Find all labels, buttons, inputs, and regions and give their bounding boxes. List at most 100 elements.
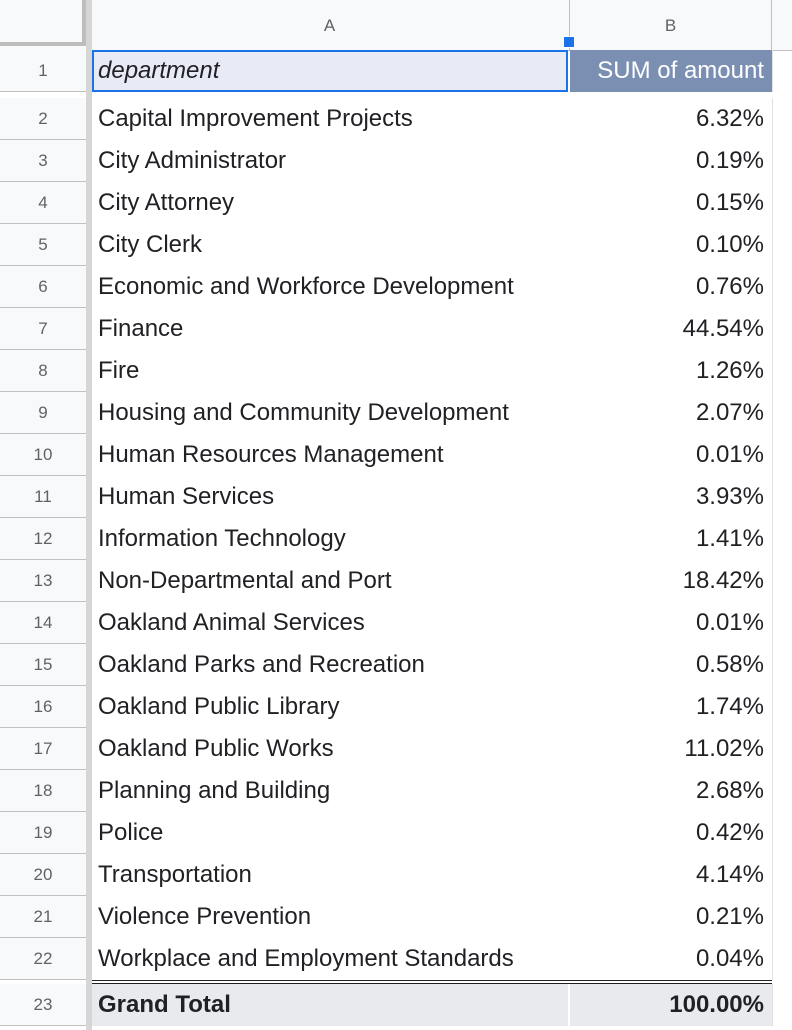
amount-cell[interactable]: 18.42% xyxy=(682,567,764,594)
cell-c[interactable] xyxy=(772,224,792,266)
column-header-c[interactable] xyxy=(772,0,792,50)
row-number[interactable]: 8 xyxy=(0,350,86,392)
row-number[interactable]: 2 xyxy=(0,98,86,140)
amount-cell[interactable]: 0.01% xyxy=(695,609,764,636)
department-cell[interactable]: Violence Prevention xyxy=(98,903,312,930)
cell-a1-selected[interactable]: department xyxy=(92,50,568,92)
row-number[interactable]: 12 xyxy=(0,518,86,560)
amount-cell[interactable]: 0.21% xyxy=(695,903,764,930)
table-row: 20 Transportation 4.14% xyxy=(0,854,792,896)
department-cell[interactable]: Human Services xyxy=(98,483,275,510)
row-number[interactable]: 5 xyxy=(0,224,86,266)
amount-cell[interactable]: 4.14% xyxy=(695,861,764,888)
amount-cell[interactable]: 3.93% xyxy=(695,483,764,510)
row-number[interactable]: 21 xyxy=(0,896,86,938)
row-number[interactable]: 11 xyxy=(0,476,86,518)
cell-c[interactable] xyxy=(772,644,792,686)
cell-c[interactable] xyxy=(772,686,792,728)
amount-cell[interactable]: 0.58% xyxy=(695,651,764,678)
department-cell[interactable]: City Attorney xyxy=(98,189,235,216)
row-number[interactable]: 23 xyxy=(0,984,86,1026)
amount-cell[interactable]: 11.02% xyxy=(684,735,764,762)
department-cell[interactable]: Oakland Animal Services xyxy=(98,609,365,636)
amount-cell[interactable]: 0.15% xyxy=(695,189,764,216)
department-cell[interactable]: Oakland Parks and Recreation xyxy=(98,651,425,678)
department-cell[interactable]: Transportation xyxy=(98,861,252,888)
department-cell[interactable]: Planning and Building xyxy=(98,777,331,804)
row-number[interactable]: 19 xyxy=(0,812,86,854)
department-cell[interactable]: Fire xyxy=(98,357,140,384)
amount-cell[interactable]: 1.41% xyxy=(695,525,764,552)
cell-c[interactable] xyxy=(772,812,792,854)
cell-c[interactable] xyxy=(772,728,792,770)
amount-cell[interactable]: 0.04% xyxy=(695,945,764,972)
column-header-a[interactable]: A xyxy=(90,0,570,50)
cell-c[interactable] xyxy=(772,266,792,308)
amount-cell[interactable]: 0.10% xyxy=(695,231,764,258)
row-number[interactable]: 7 xyxy=(0,308,86,350)
row-number[interactable]: 13 xyxy=(0,560,86,602)
row-number[interactable]: 15 xyxy=(0,644,86,686)
department-cell[interactable]: Capital Improvement Projects xyxy=(98,105,413,132)
cell-c[interactable] xyxy=(772,182,792,224)
grand-total-label[interactable]: Grand Total xyxy=(92,984,568,1026)
cell-c[interactable] xyxy=(772,518,792,560)
department-cell[interactable]: Non-Departmental and Port xyxy=(98,567,392,594)
row-number[interactable]: 18 xyxy=(0,770,86,812)
amount-cell[interactable]: 0.76% xyxy=(695,273,764,300)
cell-c[interactable] xyxy=(772,308,792,350)
cell-c[interactable] xyxy=(772,98,792,140)
cell-c[interactable] xyxy=(772,140,792,182)
row-number[interactable]: 20 xyxy=(0,854,86,896)
amount-cell[interactable]: 6.32% xyxy=(695,105,764,132)
department-cell[interactable]: Oakland Public Library xyxy=(98,693,340,720)
row-number[interactable]: 22 xyxy=(0,938,86,980)
department-cell[interactable]: Housing and Community Development xyxy=(98,399,509,426)
amount-cell[interactable]: 2.07% xyxy=(695,399,764,426)
amount-cell[interactable]: 1.26% xyxy=(695,357,764,384)
department-cell[interactable]: Oakland Public Works xyxy=(98,735,334,762)
cell-c[interactable] xyxy=(772,984,792,1026)
cell-c[interactable] xyxy=(772,434,792,476)
amount-cell[interactable]: 2.68% xyxy=(695,777,764,804)
department-cell[interactable]: Human Resources Management xyxy=(98,441,444,468)
column-header-b[interactable]: B xyxy=(570,0,772,50)
row-number[interactable]: 17 xyxy=(0,728,86,770)
row-number[interactable]: 4 xyxy=(0,182,86,224)
frozen-column-divider[interactable] xyxy=(86,0,92,1030)
cell-c[interactable] xyxy=(772,770,792,812)
cell-c[interactable] xyxy=(772,938,792,980)
select-all-corner[interactable] xyxy=(0,0,86,46)
row-number[interactable]: 3 xyxy=(0,140,86,182)
row-number[interactable]: 9 xyxy=(0,392,86,434)
department-cell[interactable]: Finance xyxy=(98,315,184,342)
cell-c[interactable] xyxy=(772,50,792,92)
table-row: 2 Capital Improvement Projects 6.32% xyxy=(0,98,792,140)
amount-cell[interactable]: 0.42% xyxy=(695,819,764,846)
amount-cell[interactable]: 0.01% xyxy=(695,441,764,468)
department-cell[interactable]: City Clerk xyxy=(98,231,203,258)
department-cell[interactable]: Information Technology xyxy=(98,525,346,552)
grand-total-value[interactable]: 100.00% xyxy=(570,984,772,1026)
amount-cell[interactable]: 44.54% xyxy=(682,315,764,342)
cell-c[interactable] xyxy=(772,560,792,602)
row-number[interactable]: 1 xyxy=(0,50,86,92)
department-cell[interactable]: Workplace and Employment Standards xyxy=(98,945,514,972)
cell-c[interactable] xyxy=(772,476,792,518)
amount-cell[interactable]: 1.74% xyxy=(695,693,764,720)
row-number[interactable]: 14 xyxy=(0,602,86,644)
cell-b1[interactable]: SUM of amount xyxy=(570,50,772,92)
department-cell[interactable]: Police xyxy=(98,819,164,846)
cell-c[interactable] xyxy=(772,350,792,392)
row-number[interactable]: 16 xyxy=(0,686,86,728)
cell-c[interactable] xyxy=(772,854,792,896)
department-cell[interactable]: City Administrator xyxy=(98,147,287,174)
selection-fill-handle[interactable] xyxy=(563,36,575,48)
cell-c[interactable] xyxy=(772,896,792,938)
amount-cell[interactable]: 0.19% xyxy=(695,147,764,174)
row-number[interactable]: 6 xyxy=(0,266,86,308)
row-number[interactable]: 10 xyxy=(0,434,86,476)
cell-c[interactable] xyxy=(772,602,792,644)
cell-c[interactable] xyxy=(772,392,792,434)
department-cell[interactable]: Economic and Workforce Development xyxy=(98,273,514,300)
